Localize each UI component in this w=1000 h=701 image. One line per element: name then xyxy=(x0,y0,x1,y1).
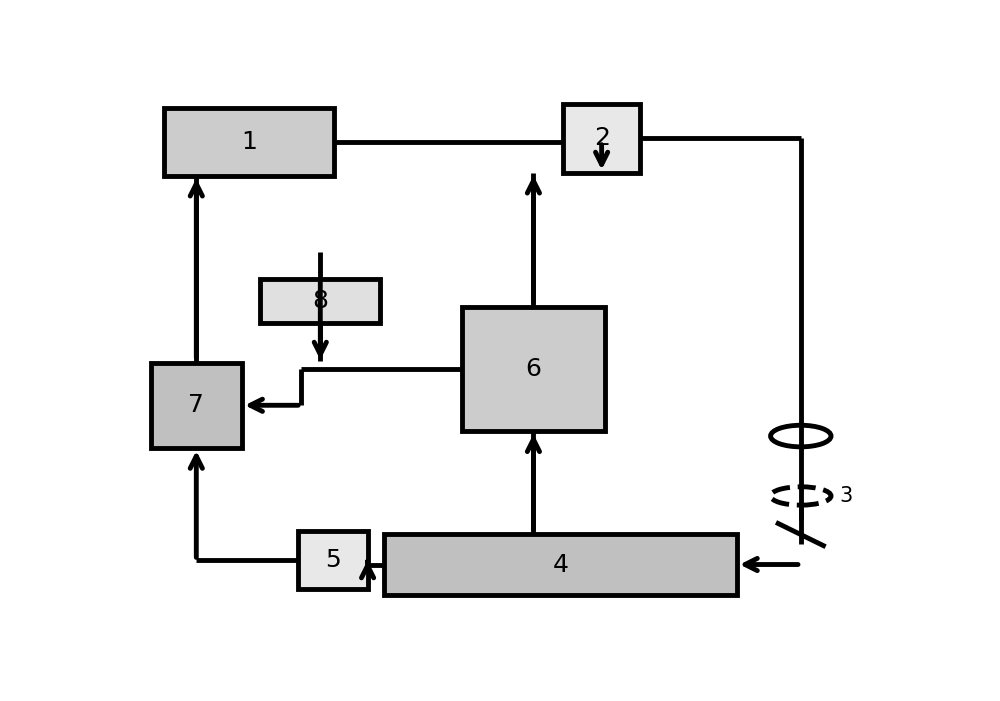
Text: 4: 4 xyxy=(553,552,569,576)
Bar xyxy=(462,307,605,431)
Text: 8: 8 xyxy=(312,289,328,313)
Bar xyxy=(151,362,242,448)
Bar xyxy=(563,104,640,172)
Text: 3: 3 xyxy=(840,486,853,506)
Text: 5: 5 xyxy=(325,548,341,572)
Bar xyxy=(384,534,737,594)
Bar xyxy=(164,108,334,176)
Bar xyxy=(260,279,380,323)
Text: 2: 2 xyxy=(594,126,610,150)
Bar xyxy=(298,531,368,590)
Text: 1: 1 xyxy=(241,130,257,154)
Text: 7: 7 xyxy=(188,393,204,417)
Text: 6: 6 xyxy=(525,357,541,381)
